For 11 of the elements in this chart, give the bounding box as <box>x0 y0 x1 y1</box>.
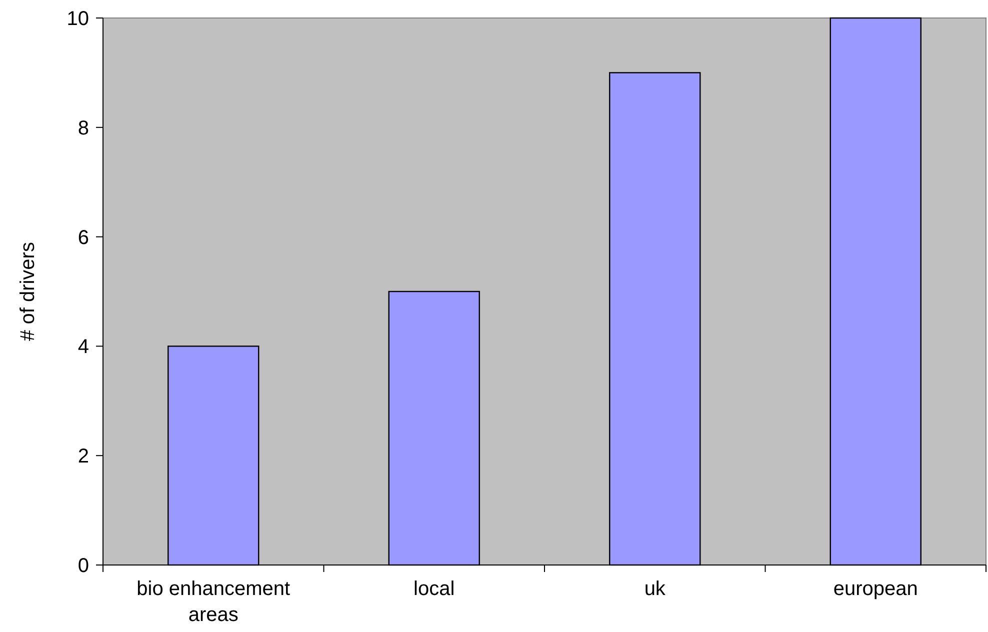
x-tick-label: bio enhancement areas <box>136 578 291 626</box>
x-tick-label: european <box>833 578 918 600</box>
x-tick-label: local <box>414 578 455 600</box>
y-axis-title: # of drivers <box>17 242 39 341</box>
x-tick-label: uk <box>644 578 666 600</box>
y-tick-label: 4 <box>78 336 89 358</box>
y-tick-label: 2 <box>78 446 89 468</box>
y-tick-label: 10 <box>66 8 89 30</box>
y-tick-label: 8 <box>78 117 89 140</box>
y-tick-label: 0 <box>78 555 89 577</box>
y-tick-label: 6 <box>78 226 89 249</box>
